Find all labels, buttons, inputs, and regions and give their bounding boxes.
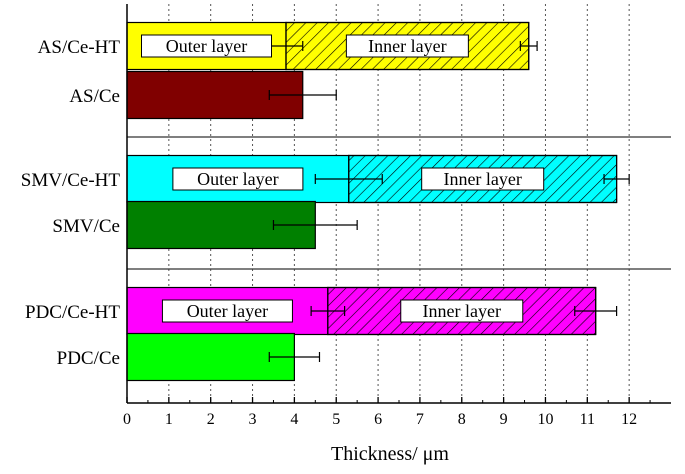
x-tick-label: 6 [374,411,382,428]
category-label: SMV/Ce-HT [21,170,121,191]
x-tick-label: 5 [332,411,340,428]
layer-label-box [345,34,469,58]
x-tick-label: 10 [537,411,553,428]
layer-label-box [421,167,545,191]
layer-label-box [161,299,293,323]
x-tick-label: 12 [621,411,637,428]
x-tick-label: 2 [207,411,215,428]
x-tick-label: 11 [580,411,595,428]
layer-label-inner: Inner layer [423,301,501,321]
axes: AS/Ce-HT AS/Ce SMV/Ce-HT SMV/Ce PDC/Ce-HT PDC… [21,4,671,428]
category-label: AS/Ce [69,86,120,107]
category-label: PDC/Ce-HT [25,302,120,323]
category-label: PDC/Ce [57,348,120,369]
layer-label-box [400,299,524,323]
category-label: AS/Ce-HT [38,37,121,58]
x-tick-label: 4 [290,411,298,428]
x-tick-label: 1 [165,411,173,428]
x-tick-label: 8 [458,411,466,428]
bar-segment-total [126,332,295,382]
grid-lines [127,4,671,403]
bars [126,21,618,382]
x-tick-label: 3 [249,411,257,428]
x-tick-label: 0 [123,411,131,428]
layer-label-inner: Inner layer [368,36,446,56]
layer-label-inner: Inner layer [443,169,521,189]
layer-label-box [141,34,273,58]
layer-label-outer: Outer layer [187,301,268,321]
error-bars [268,41,630,362]
layer-label-outer: Outer layer [197,169,278,189]
layer-label-box [172,167,304,191]
layer-label-outer: Outer layer [166,36,247,56]
x-tick-label: 9 [500,411,508,428]
x-axis-title: Thickness/ μm [331,443,449,465]
layer-labels: Outer layer Inner layer Outer layer Inner l… [141,34,545,323]
category-label: SMV/Ce [52,216,120,237]
x-tick-label: 7 [416,411,424,428]
